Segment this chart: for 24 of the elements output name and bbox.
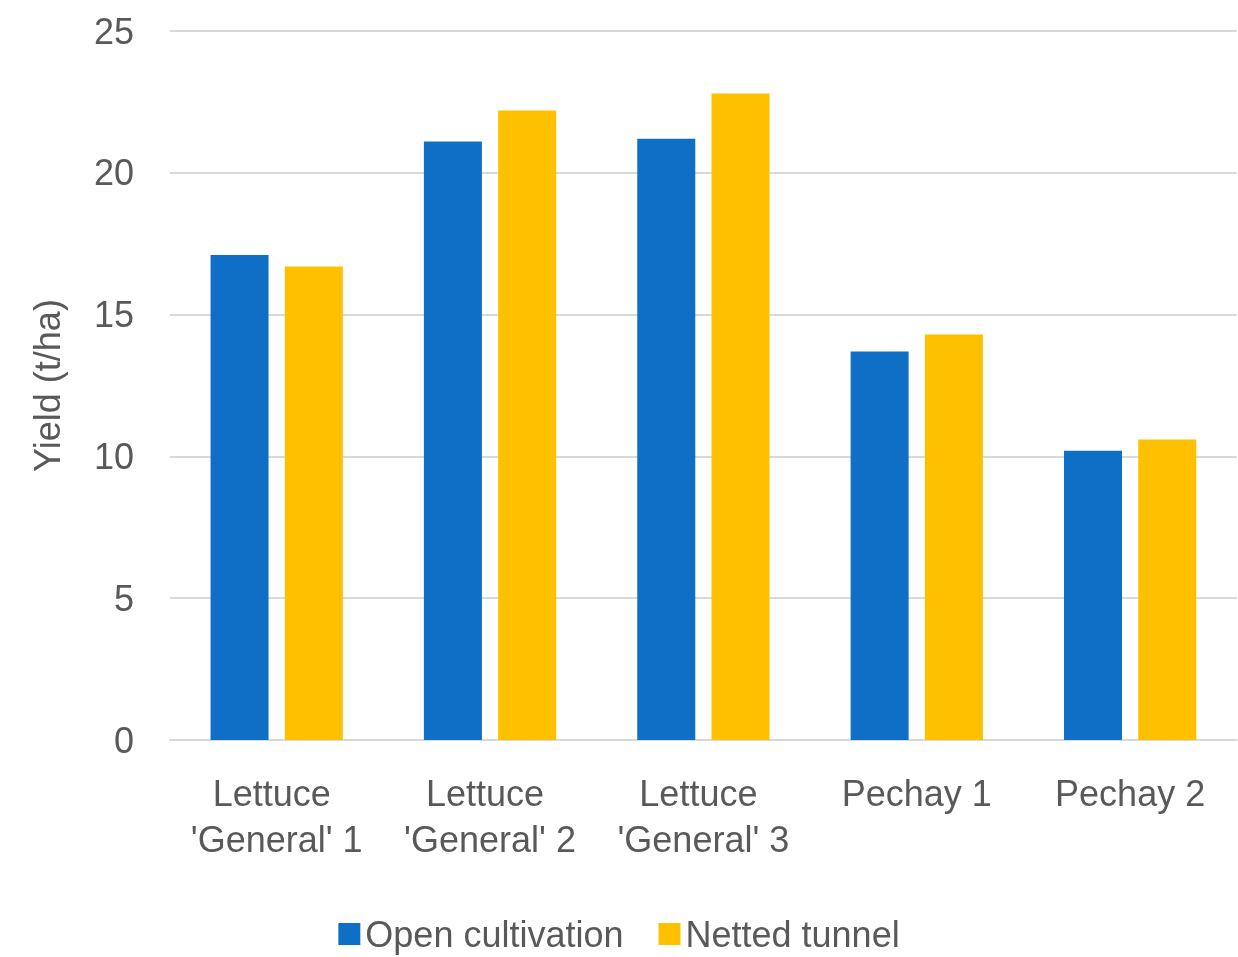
bar — [1138, 439, 1197, 740]
bar — [850, 351, 909, 740]
bar — [210, 255, 269, 740]
x-tick-label: Pechay 2 — [1055, 772, 1206, 814]
y-tick-label: 5 — [113, 577, 134, 619]
y-tick-label: 10 — [93, 435, 134, 477]
y-axis-title: Yield (t/ha) — [26, 299, 68, 472]
y-tick-label: 25 — [93, 10, 134, 52]
bar — [924, 334, 983, 740]
bar — [498, 110, 557, 740]
x-tick-label: Lettuce 'General' 1 — [190, 772, 363, 860]
y-tick-label: 0 — [113, 719, 134, 761]
x-tick-label: Lettuce 'General' 2 — [404, 772, 576, 860]
y-tick-label: 20 — [93, 152, 134, 194]
bar — [711, 93, 770, 740]
bar — [284, 266, 343, 740]
bar — [1063, 450, 1122, 740]
bar — [637, 138, 696, 740]
x-tick-label: Lettuce 'General' 3 — [617, 772, 790, 860]
bar — [423, 141, 482, 740]
legend-label: Netted tunnel — [685, 913, 900, 955]
y-tick-label: 15 — [93, 294, 134, 336]
x-tick-label: Pechay 1 — [841, 772, 992, 814]
legend-label: Open cultivation — [365, 913, 624, 955]
